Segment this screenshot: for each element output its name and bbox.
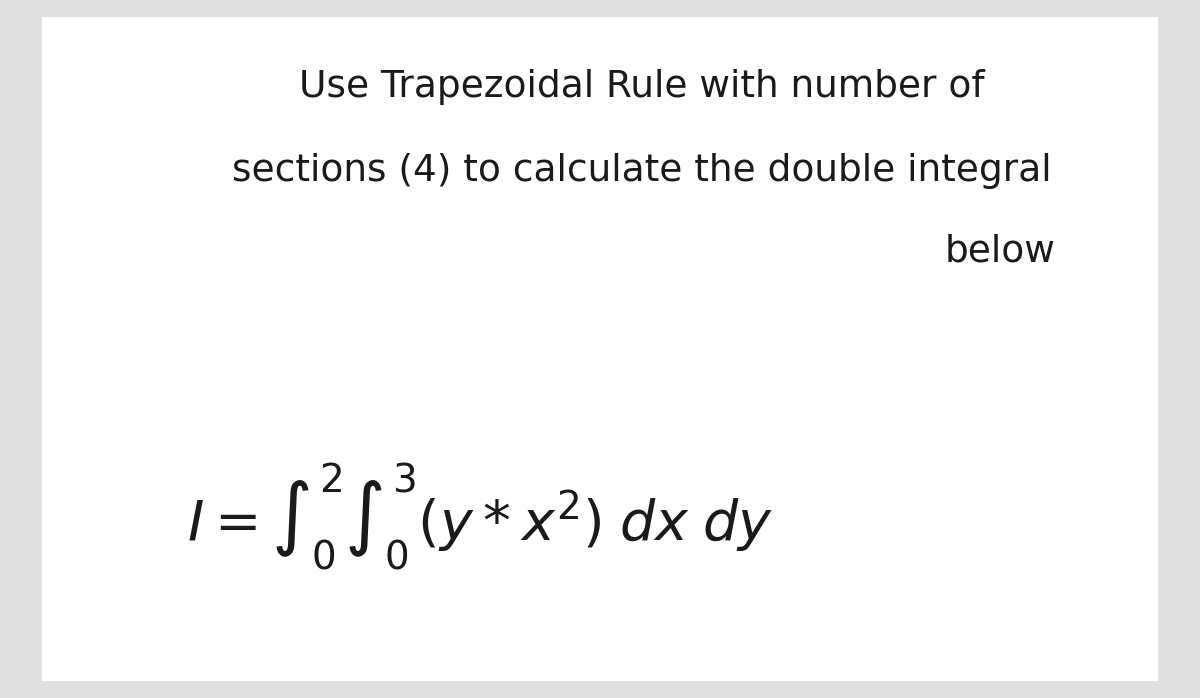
Text: $I = \int_0^2 \int_0^3 (y * x^2)\; dx\; dy$: $I = \int_0^2 \int_0^3 (y * x^2)\; dx\; … <box>187 461 773 572</box>
FancyBboxPatch shape <box>42 17 1158 681</box>
Text: sections (4) to calculate the double integral: sections (4) to calculate the double int… <box>232 153 1052 189</box>
Text: Use Trapezoidal Rule with number of: Use Trapezoidal Rule with number of <box>299 69 985 105</box>
Text: below: below <box>946 233 1056 269</box>
